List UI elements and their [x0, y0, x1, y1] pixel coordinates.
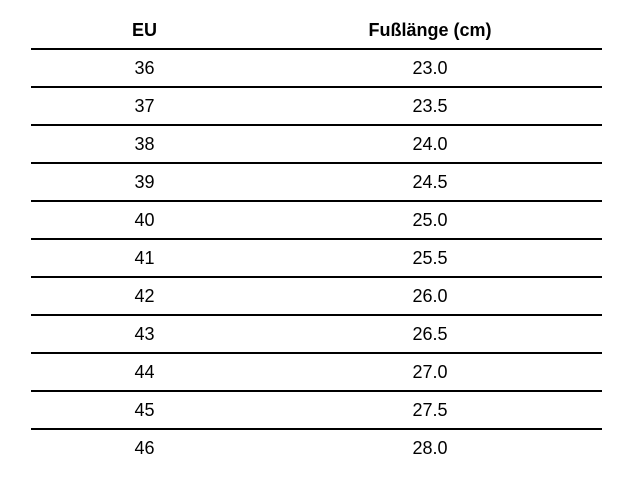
table-row: 38 24.0 — [31, 125, 602, 164]
cell-eu-size: 38 — [31, 125, 258, 164]
table-row: 41 25.5 — [31, 239, 602, 278]
table-row: 43 26.5 — [31, 315, 602, 354]
cell-eu-size: 42 — [31, 277, 258, 316]
table-row: 37 23.5 — [31, 87, 602, 126]
table-row: 46 28.0 — [31, 429, 602, 466]
cell-foot-length: 24.5 — [258, 163, 602, 202]
cell-foot-length: 27.5 — [258, 391, 602, 430]
table-row: 42 26.0 — [31, 277, 602, 316]
column-header-eu: EU — [31, 12, 258, 50]
cell-eu-size: 36 — [31, 49, 258, 88]
cell-eu-size: 43 — [31, 315, 258, 354]
cell-foot-length: 25.0 — [258, 201, 602, 240]
cell-foot-length: 25.5 — [258, 239, 602, 278]
cell-eu-size: 39 — [31, 163, 258, 202]
cell-foot-length: 26.0 — [258, 277, 602, 316]
cell-eu-size: 46 — [134, 438, 155, 458]
cell-eu-size: 40 — [31, 201, 258, 240]
column-header-foot-length: Fußlänge (cm) — [258, 12, 602, 50]
cell-foot-length: 28.0 — [412, 438, 448, 458]
table-row: 40 25.0 — [31, 201, 602, 240]
cell-eu-size: 45 — [31, 391, 258, 430]
cell-foot-length: 23.0 — [258, 49, 602, 88]
cell-eu-size: 37 — [31, 87, 258, 126]
cell-foot-length: 24.0 — [258, 125, 602, 164]
table-row: 36 23.0 — [31, 49, 602, 88]
table-row: 45 27.5 — [31, 391, 602, 430]
table-header-row: EU Fußlänge (cm) — [31, 12, 602, 50]
cell-foot-length: 26.5 — [258, 315, 602, 354]
table-row: 44 27.0 — [31, 353, 602, 392]
cell-eu-size: 44 — [31, 353, 258, 392]
cell-eu-size: 41 — [31, 239, 258, 278]
cell-foot-length: 27.0 — [258, 353, 602, 392]
shoe-size-table: EU Fußlänge (cm) 36 23.0 37 23.5 38 24.0… — [31, 12, 602, 466]
cell-foot-length: 23.5 — [258, 87, 602, 126]
table-row: 39 24.5 — [31, 163, 602, 202]
